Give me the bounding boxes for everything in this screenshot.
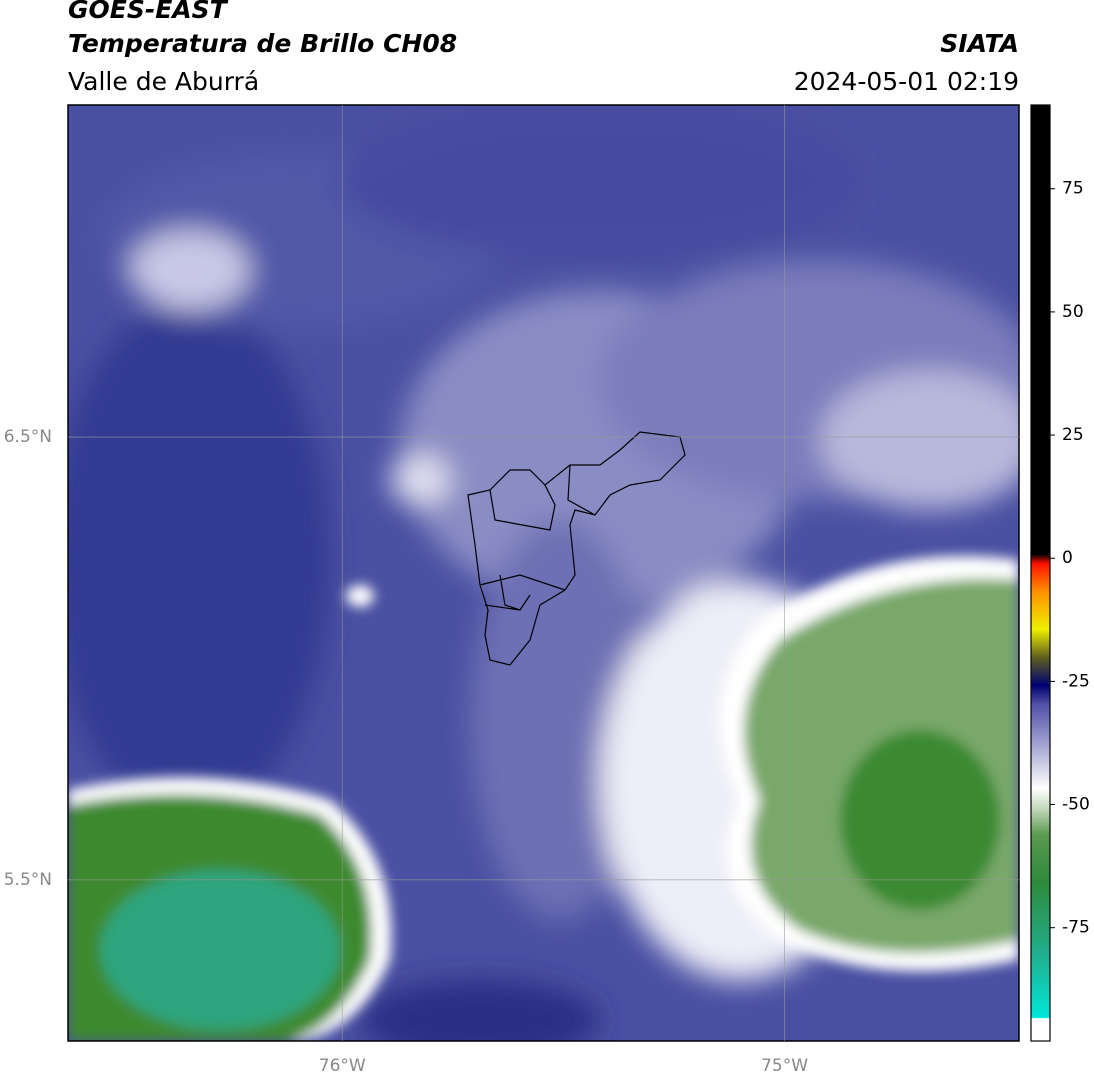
colorbar-tick-label: 50 <box>1062 302 1084 322</box>
subtitle: Temperatura de Brillo CH08 <box>68 29 457 58</box>
y-tick-label: 6.5°N <box>4 427 52 447</box>
y-tick-label: 5.5°N <box>4 870 52 890</box>
colorbar-tick-label: 75 <box>1062 179 1084 199</box>
map-image <box>68 105 1019 1041</box>
colorbar-tick-label: -75 <box>1062 918 1090 938</box>
region: Valle de Aburrá <box>68 67 259 96</box>
colorbar-tick-label: 0 <box>1062 548 1073 568</box>
title: GOES-EAST <box>68 0 229 24</box>
colorbar-tick-label: -50 <box>1062 795 1090 815</box>
timestamp: 2024-05-01 02:19 <box>794 67 1019 96</box>
x-tick-label: 76°W <box>319 1056 366 1076</box>
source: SIATA <box>940 29 1019 58</box>
colorbar-tick-label: 25 <box>1062 425 1084 445</box>
colorbar <box>1030 104 1051 1042</box>
map-frame <box>67 104 1020 1042</box>
x-tick-label: 75°W <box>761 1056 808 1076</box>
municipal-boundaries <box>467 431 686 666</box>
colorbar-tick-label: -25 <box>1062 671 1090 691</box>
